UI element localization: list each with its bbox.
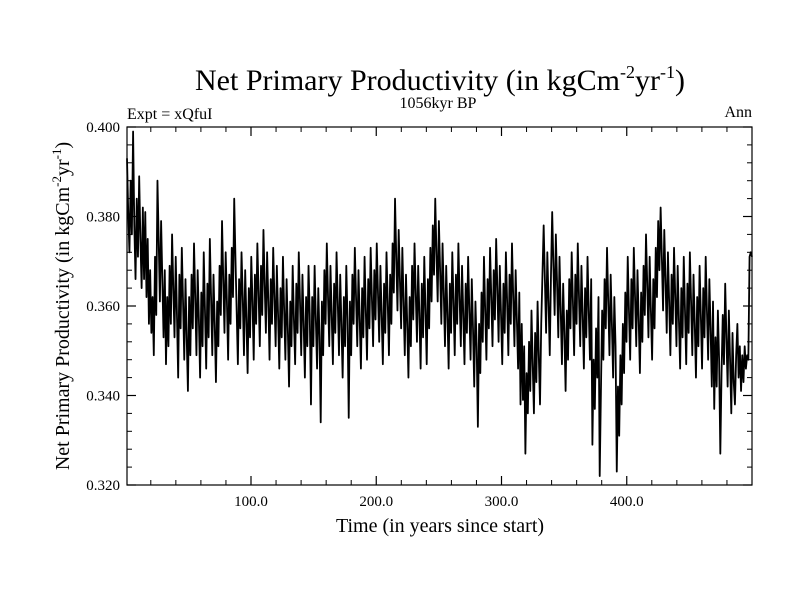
- y-axis-label: Net Primary Productivity (in kgCm-2yr-1): [49, 142, 74, 470]
- period-label: 1056kyr BP: [400, 95, 477, 112]
- npp-series-line: [126, 130, 753, 477]
- x-tick-label: 400.0: [610, 494, 644, 510]
- x-tick-label: 200.0: [359, 494, 393, 510]
- y-tick-label: 0.380: [86, 210, 120, 226]
- season-label: Ann: [724, 104, 752, 121]
- y-tick-label: 0.360: [86, 299, 120, 315]
- x-axis-ticks: [150, 127, 728, 485]
- x-tick-label: 300.0: [485, 494, 519, 510]
- y-tick-label: 0.340: [86, 389, 120, 405]
- experiment-label: Expt = xQfuI: [127, 106, 212, 123]
- y-axis-tick-labels: 0.320 0.340 0.360 0.380 0.400: [86, 120, 120, 494]
- x-axis-label: Time (in years since start): [336, 515, 544, 537]
- x-tick-label: 100.0: [234, 494, 268, 510]
- y-tick-label: 0.320: [86, 478, 120, 494]
- y-tick-label: 0.400: [86, 120, 120, 136]
- chart-title: Net Primary Productivity (in kgCm-2yr-1): [195, 62, 685, 97]
- x-axis-tick-labels: 100.0 200.0 300.0 400.0: [234, 494, 644, 510]
